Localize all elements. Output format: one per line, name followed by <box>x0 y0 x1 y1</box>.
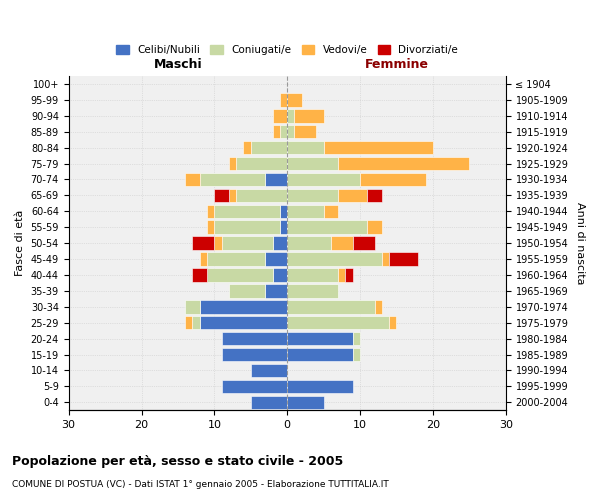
Bar <box>214 220 280 234</box>
Bar <box>353 332 360 345</box>
Bar <box>193 316 200 330</box>
Bar <box>207 252 265 266</box>
Bar <box>287 172 360 186</box>
Bar <box>236 188 287 202</box>
Bar <box>382 252 389 266</box>
Bar <box>272 236 287 250</box>
Legend: Celibi/Nubili, Coniugati/e, Vedovi/e, Divorziati/e: Celibi/Nubili, Coniugati/e, Vedovi/e, Di… <box>112 41 463 60</box>
Bar <box>287 396 323 409</box>
Bar <box>295 109 323 122</box>
Bar <box>389 252 418 266</box>
Bar <box>221 236 272 250</box>
Bar <box>221 380 287 393</box>
Bar <box>185 300 200 314</box>
Bar <box>287 236 331 250</box>
Bar <box>229 188 236 202</box>
Bar <box>229 157 236 170</box>
Bar <box>287 380 353 393</box>
Bar <box>272 125 280 138</box>
Bar <box>280 125 287 138</box>
Bar <box>287 332 353 345</box>
Text: Popolazione per età, sesso e stato civile - 2005: Popolazione per età, sesso e stato civil… <box>12 455 343 468</box>
Text: COMUNE DI POSTUA (VC) - Dati ISTAT 1° gennaio 2005 - Elaborazione TUTTITALIA.IT: COMUNE DI POSTUA (VC) - Dati ISTAT 1° ge… <box>12 480 389 489</box>
Bar <box>185 316 193 330</box>
Bar <box>287 316 389 330</box>
Bar <box>287 268 338 281</box>
Bar <box>221 348 287 362</box>
Bar <box>265 284 287 298</box>
Bar <box>207 204 214 218</box>
Bar <box>287 252 382 266</box>
Bar <box>287 93 302 106</box>
Bar <box>287 188 338 202</box>
Bar <box>272 268 287 281</box>
Bar <box>207 220 214 234</box>
Bar <box>346 268 353 281</box>
Bar <box>367 188 382 202</box>
Bar <box>360 172 425 186</box>
Y-axis label: Fasce di età: Fasce di età <box>15 210 25 276</box>
Bar <box>374 300 382 314</box>
Bar <box>338 268 346 281</box>
Bar <box>280 204 287 218</box>
Bar <box>185 172 200 186</box>
Bar <box>200 316 287 330</box>
Bar <box>251 364 287 377</box>
Bar <box>280 220 287 234</box>
Bar <box>287 300 374 314</box>
Bar <box>265 252 287 266</box>
Bar <box>236 157 287 170</box>
Bar <box>287 204 323 218</box>
Bar <box>200 300 287 314</box>
Bar <box>200 252 207 266</box>
Bar <box>353 348 360 362</box>
Bar <box>214 236 221 250</box>
Bar <box>323 141 433 154</box>
Bar <box>265 172 287 186</box>
Bar <box>295 125 316 138</box>
Bar <box>338 157 469 170</box>
Bar <box>200 172 265 186</box>
Bar <box>287 109 295 122</box>
Bar <box>287 284 338 298</box>
Bar <box>244 141 251 154</box>
Bar <box>221 332 287 345</box>
Bar <box>338 188 367 202</box>
Bar <box>207 268 272 281</box>
Bar <box>214 204 280 218</box>
Bar <box>323 204 338 218</box>
Bar <box>214 188 229 202</box>
Bar <box>389 316 397 330</box>
Bar <box>353 236 374 250</box>
Y-axis label: Anni di nascita: Anni di nascita <box>575 202 585 284</box>
Bar <box>287 141 323 154</box>
Bar <box>280 93 287 106</box>
Bar <box>287 220 367 234</box>
Bar <box>331 236 353 250</box>
Bar <box>287 157 338 170</box>
Text: Femmine: Femmine <box>364 58 428 71</box>
Bar <box>287 125 295 138</box>
Bar <box>193 236 214 250</box>
Bar <box>287 348 353 362</box>
Bar <box>251 396 287 409</box>
Text: Maschi: Maschi <box>154 58 202 71</box>
Bar <box>272 109 287 122</box>
Bar <box>229 284 265 298</box>
Bar <box>367 220 382 234</box>
Bar <box>193 268 207 281</box>
Bar <box>251 141 287 154</box>
